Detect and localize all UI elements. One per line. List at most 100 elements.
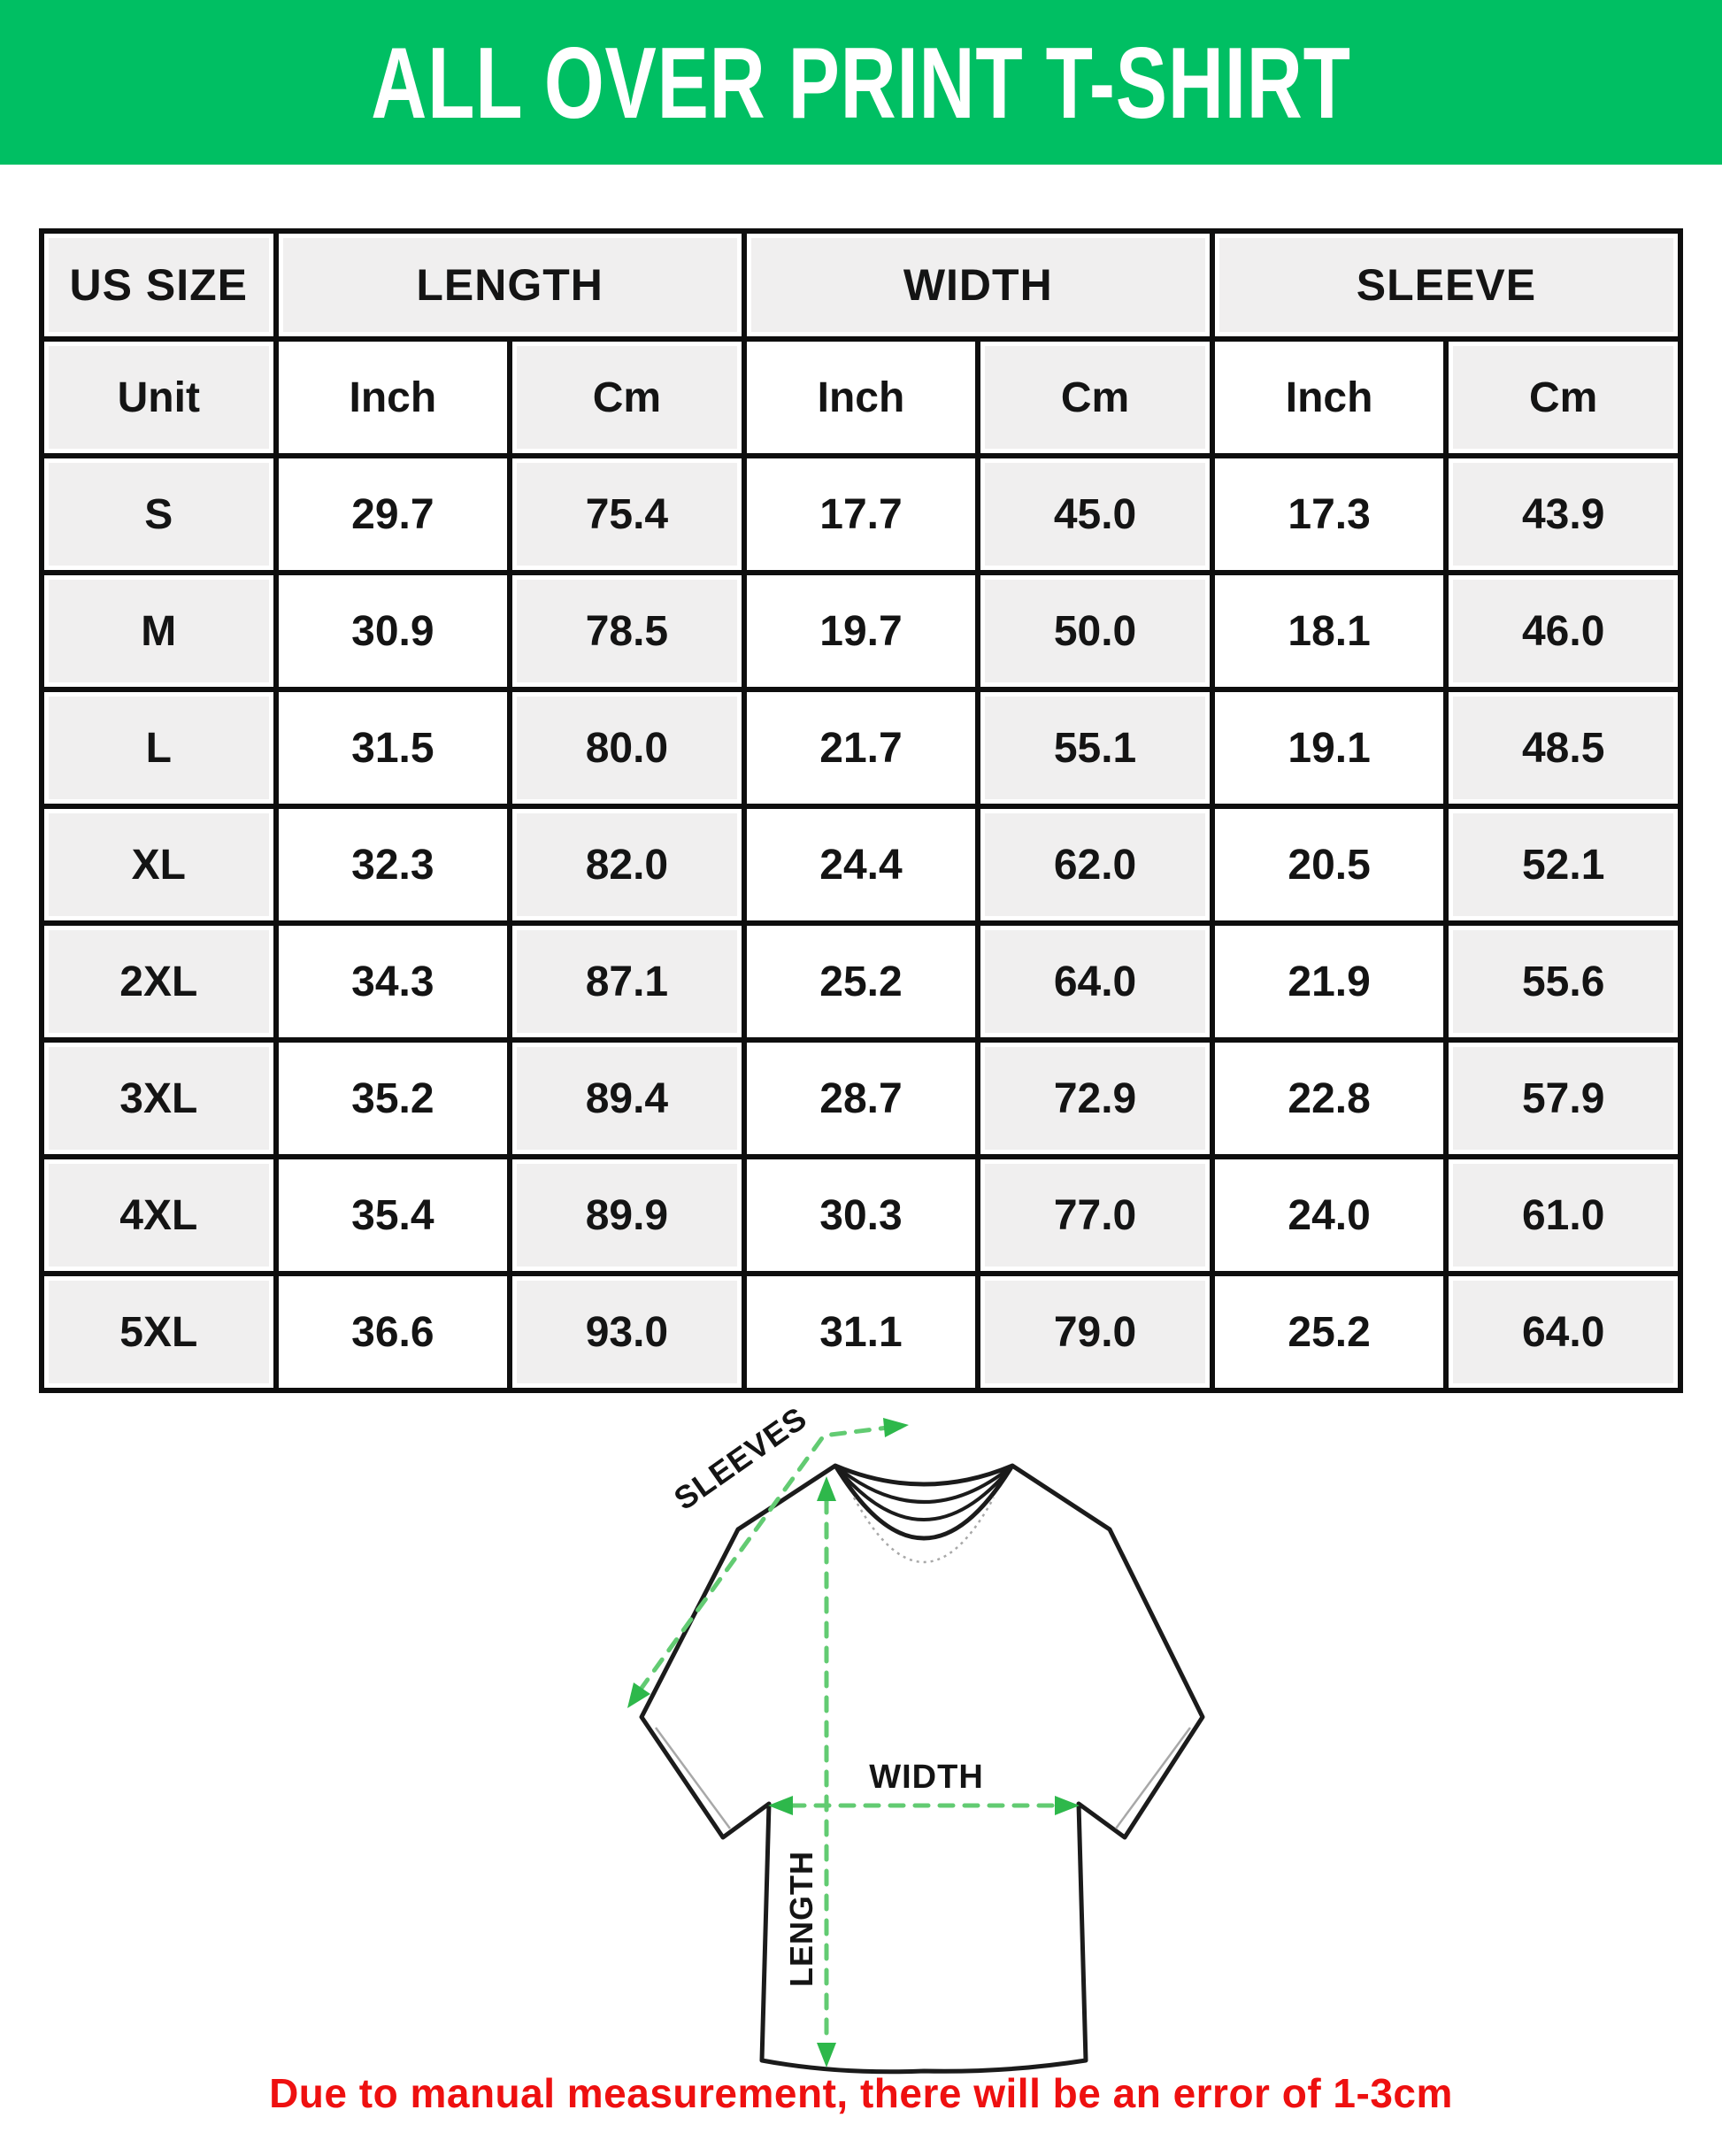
cell: Cm <box>975 336 1215 458</box>
cell: 21.9 <box>1209 920 1449 1043</box>
value-cell: 52.1 <box>1453 813 1673 916</box>
cell: 25.2 <box>741 920 981 1043</box>
value-cell: 79.0 <box>985 1281 1205 1383</box>
cell: 57.9 <box>1443 1037 1683 1159</box>
value-cell: 29.7 <box>351 490 434 538</box>
value-cell: 22.8 <box>1288 1074 1371 1122</box>
value-cell: 30.3 <box>819 1191 903 1239</box>
value-cell: 61.0 <box>1453 1164 1673 1267</box>
value-cell: 62.0 <box>985 813 1205 916</box>
value-cell: 48.5 <box>1453 697 1673 799</box>
column-header-width: WIDTH <box>750 238 1205 332</box>
column-header-length: LENGTH <box>282 238 737 332</box>
cell: 2XL <box>39 920 279 1043</box>
cell: S <box>39 453 279 575</box>
value-cell: 93.0 <box>517 1281 737 1383</box>
cell: 45.0 <box>975 453 1215 575</box>
unit-header: Cm <box>517 346 737 449</box>
unit-header-row: Unit Inch Cm Inch Cm Inch Cm <box>39 336 1683 458</box>
value-cell: 25.2 <box>819 958 903 1005</box>
size-cell: 4XL <box>49 1164 269 1267</box>
cell: 34.3 <box>273 920 513 1043</box>
unit-header: Inch <box>349 373 437 421</box>
size-cell: S <box>49 463 269 566</box>
cell: US SIZE <box>39 228 279 342</box>
value-cell: 17.7 <box>819 490 903 538</box>
cell: 30.9 <box>273 570 513 692</box>
value-cell: 17.3 <box>1288 490 1371 538</box>
unit-header: Inch <box>1285 373 1373 421</box>
cell: 19.7 <box>741 570 981 692</box>
tshirt-measurement-diagram: SLEEVES WIDTH LENGTH <box>627 1399 1205 2075</box>
value-cell: 45.0 <box>985 463 1205 566</box>
table-row: 5XL 36.6 93.0 31.1 79.0 25.2 64.0 <box>39 1271 1683 1393</box>
width-label: WIDTH <box>869 1759 984 1796</box>
cell: 24.0 <box>1209 1154 1449 1276</box>
cell: L <box>39 687 279 809</box>
width-arrow <box>768 1796 1080 1815</box>
cell: 28.7 <box>741 1037 981 1159</box>
cell: M <box>39 570 279 692</box>
cell: 43.9 <box>1443 453 1683 575</box>
value-cell: 55.6 <box>1453 930 1673 1033</box>
cell: Inch <box>273 336 513 458</box>
unit-header: Cm <box>1453 346 1673 449</box>
cell: WIDTH <box>741 228 1215 342</box>
measurement-note: Due to manual measurement, there will be… <box>269 2070 1453 2116</box>
size-cell: 3XL <box>49 1047 269 1150</box>
length-arrow <box>817 1476 836 2067</box>
cell: 36.6 <box>273 1271 513 1393</box>
table-row: L 31.5 80.0 21.7 55.1 19.1 48.5 <box>39 687 1683 809</box>
cell: 18.1 <box>1209 570 1449 692</box>
value-cell: 31.1 <box>819 1308 903 1356</box>
value-cell: 89.9 <box>517 1164 737 1267</box>
cell: 80.0 <box>507 687 747 809</box>
size-chart-table: US SIZE LENGTH WIDTH SLEEVE Unit Inch Cm… <box>39 228 1684 1393</box>
cell: 31.1 <box>741 1271 981 1393</box>
value-cell: 72.9 <box>985 1047 1205 1150</box>
value-cell: 21.9 <box>1288 958 1371 1005</box>
unit-header: Inch <box>817 373 905 421</box>
value-cell: 25.2 <box>1288 1308 1371 1356</box>
cell: 62.0 <box>975 804 1215 926</box>
cell: Cm <box>1443 336 1683 458</box>
cell: 5XL <box>39 1271 279 1393</box>
size-cell: 2XL <box>49 930 269 1033</box>
value-cell: 35.4 <box>351 1191 434 1239</box>
unit-row-label: Unit <box>49 346 269 449</box>
cell: Inch <box>741 336 981 458</box>
value-cell: 28.7 <box>819 1074 903 1122</box>
cell: 20.5 <box>1209 804 1449 926</box>
cell: Cm <box>507 336 747 458</box>
cell: 89.4 <box>507 1037 747 1159</box>
value-cell: 55.1 <box>985 697 1205 799</box>
value-cell: 24.4 <box>819 841 903 889</box>
table-row: 3XL 35.2 89.4 28.7 72.9 22.8 57.9 <box>39 1037 1683 1159</box>
cell: Inch <box>1209 336 1449 458</box>
value-cell: 30.9 <box>351 607 434 655</box>
cell: 87.1 <box>507 920 747 1043</box>
cell: 89.9 <box>507 1154 747 1276</box>
value-cell: 80.0 <box>517 697 737 799</box>
value-cell: 64.0 <box>985 930 1205 1033</box>
cell: 4XL <box>39 1154 279 1276</box>
cell: 75.4 <box>507 453 747 575</box>
table-row: S 29.7 75.4 17.7 45.0 17.3 43.9 <box>39 453 1683 575</box>
value-cell: 19.1 <box>1288 724 1371 772</box>
cell: 55.1 <box>975 687 1215 809</box>
value-cell: 31.5 <box>351 724 434 772</box>
value-cell: 75.4 <box>517 463 737 566</box>
cell: 3XL <box>39 1037 279 1159</box>
value-cell: 89.4 <box>517 1047 737 1150</box>
cell: XL <box>39 804 279 926</box>
value-cell: 78.5 <box>517 580 737 682</box>
column-header-sleeve: SLEEVE <box>1218 238 1673 332</box>
value-cell: 20.5 <box>1288 841 1371 889</box>
cell: 79.0 <box>975 1271 1215 1393</box>
cell: 35.2 <box>273 1037 513 1159</box>
value-cell: 43.9 <box>1453 463 1673 566</box>
cell: Unit <box>39 336 279 458</box>
value-cell: 50.0 <box>985 580 1205 682</box>
cell: 29.7 <box>273 453 513 575</box>
cell: 50.0 <box>975 570 1215 692</box>
